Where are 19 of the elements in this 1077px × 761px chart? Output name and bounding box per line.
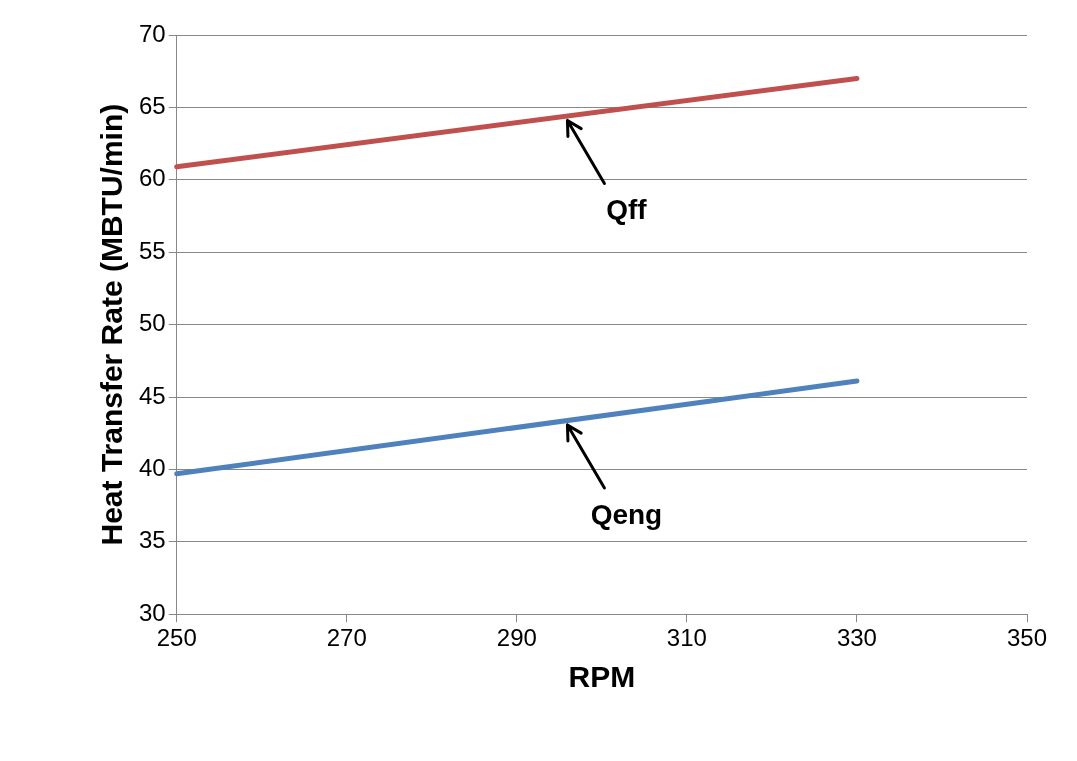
text: Qff (606, 194, 648, 226)
y-tick-label: 35 (138, 526, 166, 554)
y-axis-title: Heat Transfer Rate (MBTU/min) (95, 103, 129, 546)
x-tick-label: 310 (666, 624, 707, 652)
x-tick-label: 350 (1006, 624, 1048, 652)
text: Qeng (590, 498, 663, 530)
y-tick-label: 60 (138, 164, 166, 192)
y-tick-label: 30 (138, 598, 166, 626)
y-tick-label: 55 (138, 236, 166, 264)
x-tick-label: 330 (836, 624, 877, 652)
y-tick-label: 50 (138, 309, 166, 337)
x-tick-label: 250 (156, 624, 197, 652)
x-tick-label: 290 (496, 624, 537, 652)
y-tick-label: 70 (138, 19, 166, 47)
y-tick-label: 45 (138, 381, 166, 409)
y-tick-label: 40 (138, 454, 166, 482)
x-tick-label: 270 (326, 624, 367, 652)
y-tick-label: 65 (138, 92, 166, 120)
x-axis-title: RPM (568, 660, 636, 694)
